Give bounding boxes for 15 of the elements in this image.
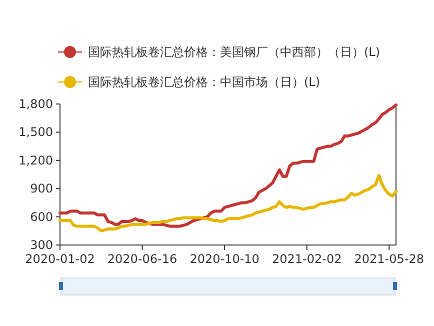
line-series xyxy=(58,174,398,232)
y-tick-label: 1,800 xyxy=(18,97,53,111)
y-tick-label: 1,200 xyxy=(18,153,53,168)
x-tick-label: 2020-06-16 xyxy=(107,252,178,266)
x-tick-label: 2020-10-10 xyxy=(190,252,260,266)
y-tick-label: 900 xyxy=(30,182,53,196)
x-tick-label: 2021-02-02 xyxy=(272,252,342,266)
legend-label: 国际热轧板卷汇总价格：中国市场（日）(L) xyxy=(88,75,320,89)
legend-label: 国际热轧板卷汇总价格：美国钢厂（中西部）（日）(L) xyxy=(88,45,380,59)
y-tick-label: 600 xyxy=(30,210,53,224)
y-tick-label: 1,500 xyxy=(18,125,53,140)
x-tick-label: 2021-05-28 xyxy=(354,252,424,266)
x-tick-label: 2020-01-02 xyxy=(25,252,95,266)
y-tick-label: 300 xyxy=(30,238,53,252)
line-series xyxy=(58,103,398,228)
